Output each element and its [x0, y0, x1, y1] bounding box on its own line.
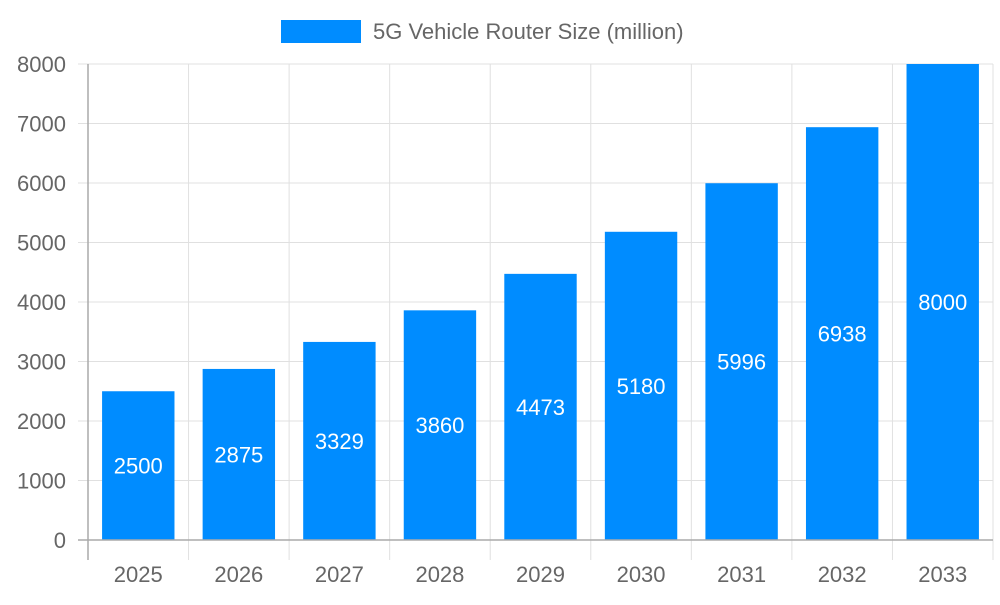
y-tick-label: 2000 [17, 409, 66, 434]
x-tick-label: 2028 [415, 562, 464, 587]
data-label: 5996 [717, 350, 766, 375]
legend-label: 5G Vehicle Router Size (million) [373, 19, 684, 44]
bar [805, 127, 879, 541]
bars: 2500 2875 3329 3860 4473 5180 5996 6938 8000 [102, 64, 979, 541]
x-tick-label: 2027 [315, 562, 364, 587]
x-tick-label: 2026 [214, 562, 263, 587]
data-label: 3329 [315, 429, 364, 454]
y-tick-label: 0 [54, 528, 66, 553]
bar [504, 273, 577, 540]
data-label: 5180 [617, 374, 666, 399]
data-label: 2875 [214, 442, 263, 467]
x-tick-label: 2031 [717, 562, 766, 587]
bar [906, 64, 979, 540]
y-tick-label: 8000 [17, 52, 66, 77]
legend: 5G Vehicle Router Size (million) [281, 19, 684, 44]
legend-swatch [281, 20, 361, 43]
x-tick-label: 2033 [918, 562, 967, 587]
data-label: 3860 [415, 413, 464, 438]
y-tick-label: 6000 [17, 171, 66, 196]
x-tick-label: 2029 [516, 562, 565, 587]
y-tick-label: 7000 [17, 112, 66, 137]
bar [403, 310, 477, 540]
data-label: 2500 [114, 454, 163, 479]
x-tick-label: 2030 [617, 562, 666, 587]
bar [604, 231, 678, 541]
y-tick-label: 4000 [17, 290, 66, 315]
data-label: 4473 [516, 395, 565, 420]
y-tick-label: 3000 [17, 350, 66, 375]
bar [303, 341, 376, 540]
y-tick-label: 1000 [17, 469, 66, 494]
data-label: 8000 [918, 290, 967, 315]
y-tick-label: 5000 [17, 231, 66, 256]
axes: 0 1000 2000 3000 4000 5000 6000 7000 8000 2025 202… [17, 52, 993, 587]
data-label: 6938 [818, 322, 867, 347]
bar [202, 368, 276, 540]
bar [102, 391, 175, 540]
x-tick-label: 2032 [818, 562, 867, 587]
bar [705, 183, 778, 540]
x-tick-label: 2025 [114, 562, 163, 587]
